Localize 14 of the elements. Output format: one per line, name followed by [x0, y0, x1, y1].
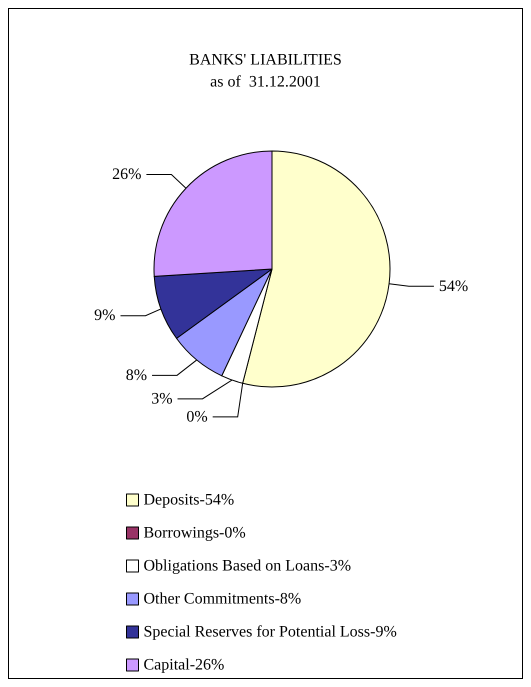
data-label: 3%: [151, 390, 173, 408]
legend-label: Deposits-54%: [144, 492, 234, 508]
legend-label: Borrowings-0%: [144, 524, 246, 542]
chart-title: BANKS' LIABILITIES: [189, 52, 342, 68]
data-label: 8%: [126, 366, 148, 384]
data-label: 26%: [112, 166, 142, 184]
legend-label: Other Commitments-8%: [144, 590, 302, 608]
data-label: 54%: [438, 278, 468, 295]
data-label: 9%: [94, 307, 116, 324]
text: 0%: [186, 408, 208, 426]
legend-label: Obligations Based on Loans-3%: [144, 558, 352, 574]
chart-subtitle: as of 31.12.2001: [210, 74, 321, 90]
legend-label: Special Reserves for Potential Loss-9%: [144, 624, 397, 640]
legend-label: Capital-26%: [144, 656, 224, 674]
